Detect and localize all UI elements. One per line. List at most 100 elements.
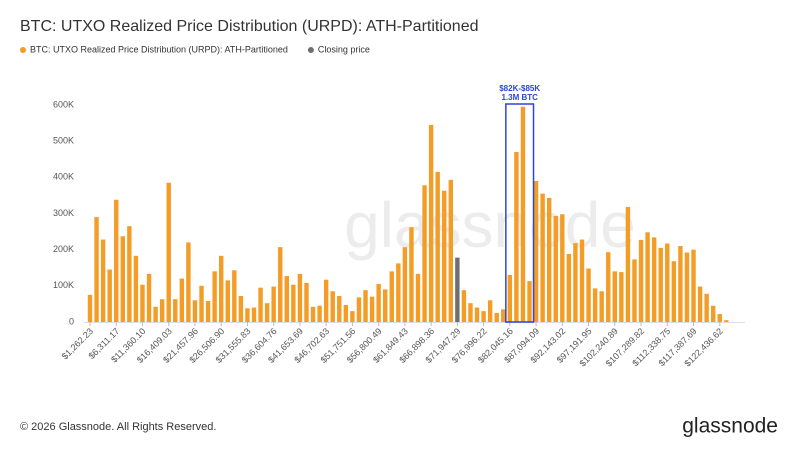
bar <box>474 307 480 322</box>
y-tick-label: 100K <box>53 280 74 290</box>
bar <box>487 300 493 322</box>
bar <box>173 299 178 322</box>
bar <box>396 263 401 322</box>
bar <box>520 106 526 322</box>
bar <box>435 171 440 322</box>
logo: glassnode <box>682 415 778 438</box>
bar <box>114 199 119 322</box>
bar <box>665 243 670 322</box>
legend-marker <box>20 47 26 53</box>
y-tick-label: 200K <box>53 244 74 254</box>
legend-label: Closing price <box>318 44 370 54</box>
bar <box>691 249 696 322</box>
bar <box>704 293 709 322</box>
bar <box>146 273 152 322</box>
bar <box>402 247 408 322</box>
bar <box>678 246 683 322</box>
bar <box>258 287 263 322</box>
bar <box>468 303 473 322</box>
bar <box>612 271 617 322</box>
bar <box>501 309 506 322</box>
bar <box>159 299 165 322</box>
bar <box>717 314 722 322</box>
bar <box>350 311 355 322</box>
bar <box>153 306 158 322</box>
bar <box>245 308 250 322</box>
bar <box>566 254 572 322</box>
bar <box>100 239 106 322</box>
bar <box>599 291 604 322</box>
bar <box>645 232 650 322</box>
bar <box>383 289 388 322</box>
bar <box>337 295 342 322</box>
bar <box>619 272 624 322</box>
bar <box>540 193 545 322</box>
bar <box>297 273 303 322</box>
bar <box>461 290 467 322</box>
bar <box>363 290 368 322</box>
bar <box>481 311 486 322</box>
watermark: glassnode <box>344 189 636 261</box>
bar <box>127 226 132 322</box>
bar <box>606 252 611 322</box>
bar <box>638 239 644 322</box>
bar <box>514 152 519 322</box>
bar <box>291 284 296 322</box>
bar <box>625 206 631 322</box>
bar <box>527 281 532 322</box>
bar <box>592 288 598 322</box>
bar <box>323 279 329 322</box>
footer: © 2026 Glassnode. All Rights Reserved. <box>20 421 216 433</box>
bar <box>133 255 139 322</box>
chart-title: BTC: UTXO Realized Price Distribution (U… <box>20 18 479 35</box>
bar <box>278 247 283 322</box>
bar <box>284 276 289 322</box>
bar <box>205 301 211 322</box>
bar <box>415 273 421 322</box>
bar <box>697 286 703 322</box>
bar <box>560 214 565 322</box>
bar <box>219 255 224 322</box>
bar <box>422 185 427 322</box>
bar <box>317 305 322 322</box>
bar <box>724 320 729 322</box>
bar <box>251 307 257 322</box>
bar <box>547 197 552 322</box>
bar <box>212 271 217 322</box>
bar <box>409 227 414 322</box>
bar <box>448 179 453 322</box>
bar <box>428 124 434 323</box>
legend-label: BTC: UTXO Realized Price Distribution (U… <box>30 44 288 54</box>
bar <box>120 236 125 322</box>
annotation-text: 1.3M BTC <box>501 93 538 102</box>
legend-marker <box>307 47 314 53</box>
bar <box>671 261 677 322</box>
bar <box>140 284 145 322</box>
bar <box>389 271 394 322</box>
bar <box>87 294 93 322</box>
bar <box>310 306 316 322</box>
bar <box>225 280 230 322</box>
y-tick-label: 500K <box>53 136 74 146</box>
bar <box>494 312 499 322</box>
bar <box>507 274 513 322</box>
bar <box>179 278 185 322</box>
bar <box>330 291 335 322</box>
bar <box>238 295 244 322</box>
bar <box>369 296 375 322</box>
bar <box>356 297 362 322</box>
bar <box>107 269 112 322</box>
bar <box>711 305 716 322</box>
annotation-text: $82K-$85K <box>499 84 540 93</box>
y-tick-label: 600K <box>53 99 74 109</box>
bar <box>304 282 309 322</box>
bar <box>264 303 270 322</box>
bar <box>199 285 204 322</box>
bar <box>455 257 460 322</box>
bar <box>586 268 591 322</box>
bar <box>658 247 663 322</box>
y-tick-label: 300K <box>53 208 74 218</box>
bar <box>166 182 171 322</box>
bar <box>442 190 447 322</box>
